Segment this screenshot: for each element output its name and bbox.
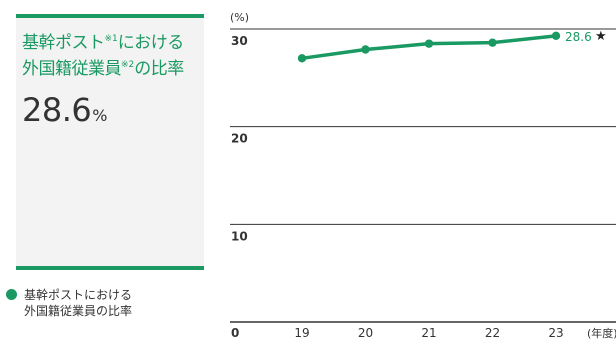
x-axis-unit: (年度) [587,326,616,340]
kpi-title-part3: 外国籍従業員 [22,59,122,79]
kpi-value-number: 28.6 [22,91,92,129]
legend-label-line1: 基幹ポストにおける [24,288,133,302]
kpi-title-part1: 基幹ポスト [22,33,105,53]
y-tick-label: 0 [231,326,239,340]
data-point [297,54,307,63]
kpi-title-part4: の比率 [134,59,184,79]
y-tick-label: 20 [231,132,248,146]
x-tick-label: 23 [548,326,563,340]
data-point [551,31,561,41]
y-tick-label: 30 [231,34,248,48]
kpi-value-unit: % [92,106,107,125]
data-point [488,38,497,47]
kpi-value: 28.6% [22,90,107,136]
kpi-card: 基幹ポスト※1における 外国籍従業員※2の比率 28.6% [16,14,204,270]
data-point [361,45,370,54]
legend-label: 基幹ポストにおける 外国籍従業員の比率 [24,287,194,319]
kpi-footnote-1: ※1 [104,34,118,44]
x-tick-label: 20 [358,326,373,340]
y-axis-unit: (%) [230,11,249,24]
kpi-title-part2: における [117,33,185,53]
kpi-title: 基幹ポスト※1における 外国籍従業員※2の比率 [22,28,204,80]
legend-label-line2: 外国籍従業員の比率 [24,304,133,318]
y-tick-label: 10 [231,229,248,243]
last-value-label: 28.6 [565,30,592,44]
x-tick-label: 22 [485,326,500,340]
legend-marker [6,289,17,300]
x-tick-label: 21 [421,326,436,340]
x-tick-label: 19 [294,326,309,340]
data-point [424,39,434,48]
kpi-footnote-2: ※2 [121,60,135,70]
star-icon: ★ [595,29,607,44]
